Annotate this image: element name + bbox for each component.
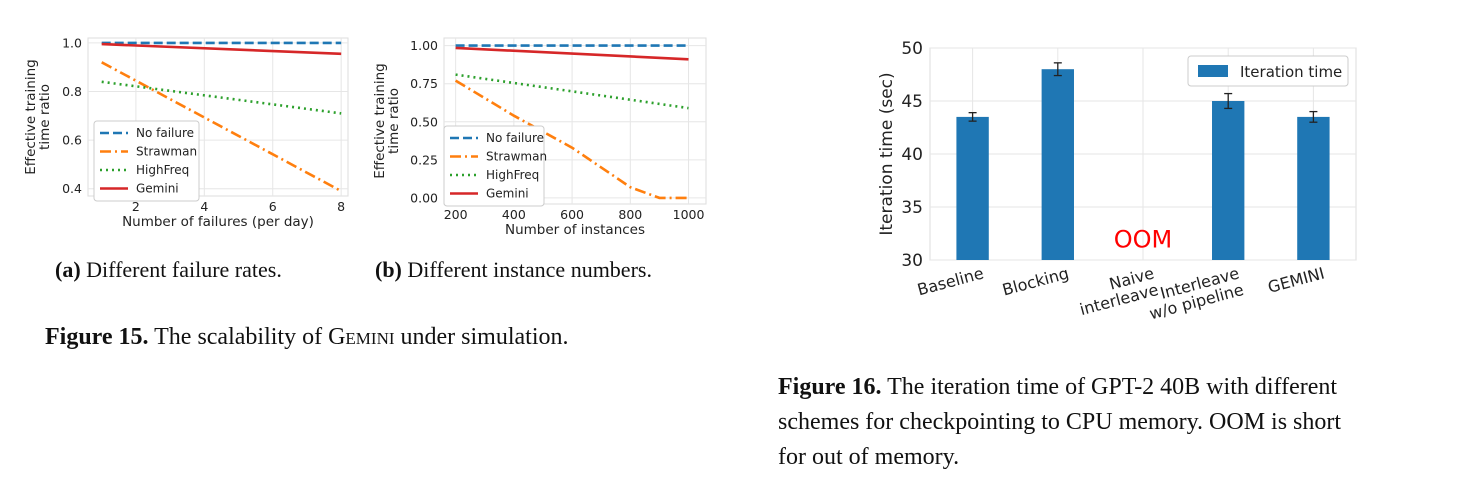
- fig16-bar-1: [1041, 69, 1074, 260]
- fig16-bar-4: [1297, 116, 1330, 261]
- figure15-text-after: under simulation.: [400, 324, 569, 350]
- fig16-x-tick-label-group: Blocking: [1000, 264, 1071, 300]
- subcaption-b-label: (b): [375, 257, 402, 282]
- fig15b-y-tick-label: 1.00: [410, 38, 438, 53]
- fig16-y-tick-label: 30: [901, 251, 923, 271]
- figure16-caption: Figure 16. The iteration time of GPT-2 4…: [778, 370, 1478, 475]
- fig15b-x-tick-label: 1000: [673, 207, 705, 222]
- fig15b-y-tick-label: 0.75: [410, 76, 438, 91]
- fig16-x-tick-label-group: GEMINI: [1266, 264, 1327, 297]
- subcaption-b: (b) Different instance numbers.: [375, 257, 652, 283]
- figure16-line2: schemes for checkpointing to CPU memory.…: [778, 409, 1342, 435]
- fig15a-y-tick-label: 0.4: [62, 181, 82, 196]
- fig15a-series-highfreq: [101, 80, 342, 115]
- fig15a-x-tick-label: 8: [337, 199, 345, 214]
- fig16-y-axis-label: Iteration time (sec): [877, 72, 897, 235]
- fig16-x-tick-label: Blocking: [1000, 264, 1071, 300]
- fig16-y-tick-label: 50: [901, 39, 923, 59]
- fig15b-x-tick-label: 600: [560, 207, 584, 222]
- subcaption-a-text: Different failure rates.: [86, 257, 282, 282]
- fig15a-y-tick-label: 1.0: [62, 35, 82, 50]
- fig16-bar-0: [956, 116, 989, 261]
- figure15-caption: Figure 15. The scalability of Gemini und…: [45, 320, 569, 355]
- fig16-bar-3: [1212, 101, 1245, 260]
- fig16-y-tick-label: 35: [901, 198, 923, 218]
- fig15b-series-gemini: [455, 46, 689, 61]
- fig16-legend-swatch: [1198, 65, 1228, 77]
- fig15a-series-strawman: [101, 61, 342, 193]
- fig15b-legend-label: HighFreq: [486, 168, 539, 182]
- figure16-line1: Figure 16. The iteration time of GPT-2 4…: [778, 370, 1478, 405]
- fig15a-y-axis-label-line2: time ratio: [37, 84, 53, 150]
- subcaption-b-text: Different instance numbers.: [407, 257, 652, 282]
- fig15a-y-tick-label: 0.6: [62, 133, 82, 148]
- fig15b-x-tick-label: 400: [502, 207, 526, 222]
- figure15-system-name: Gemini: [328, 324, 395, 350]
- fig15b-legend-box: [443, 125, 545, 207]
- fig15b-legend-label: Gemini: [486, 187, 529, 201]
- fig15b-chart: 200 400 600 800 1000 0.00 0.25 0.50 0.75 1.00 Numb…: [372, 37, 707, 238]
- fig15a-x-axis-label: Number of failures (per day): [122, 214, 314, 230]
- fig15a-legend-label: HighFreq: [136, 163, 189, 177]
- figure15-text-before: The scalability of: [154, 324, 323, 350]
- fig15b-y-axis-label-line1: Effective training: [372, 63, 388, 179]
- fig16-y-tick-label: 40: [901, 145, 923, 165]
- figure16-label: Figure 16.: [778, 374, 882, 400]
- fig15a-y-axis-label-line1: Effective training: [23, 59, 39, 175]
- fig16-chart: 30 35 40 45 50 OOM Baseline Blocking Naiveinterl…: [877, 39, 1357, 323]
- fig15a-x-tick-label: 4: [200, 199, 208, 214]
- fig15b-y-tick-label: 0.50: [410, 114, 438, 129]
- figure16-line3: for out of memory.: [778, 444, 960, 470]
- fig15b-y-axis-label-line2: time ratio: [386, 88, 402, 154]
- fig15b-series-strawman: [454, 79, 689, 200]
- subcaption-a-label: (a): [55, 257, 81, 282]
- fig15b-y-tick-label: 0.25: [410, 152, 438, 167]
- fig16-y-tick-label: 45: [901, 92, 923, 112]
- fig16-legend-box: [1187, 55, 1349, 87]
- fig15a-series-gemini: [101, 42, 342, 56]
- fig15a-legend-box: [93, 120, 200, 202]
- fig15a-x-tick-label: 6: [269, 199, 277, 214]
- fig15b-legend-label: No failure: [486, 131, 544, 145]
- fig15a-chart: 2 4 6 8 0.4 0.6 0.8 1.0 Number of failures (per …: [23, 35, 349, 230]
- fig15b-x-tick-label: 800: [618, 207, 642, 222]
- fig16-legend-label: Iteration time: [1240, 63, 1342, 81]
- figure16-line1-text: The iteration time of GPT-2 40B with dif…: [887, 374, 1338, 400]
- figure15-label: Figure 15.: [45, 324, 149, 350]
- fig16-x-tick-label: Baseline: [915, 264, 985, 300]
- fig15b-x-axis-label: Number of instances: [505, 222, 645, 238]
- fig15b-x-tick-label: 200: [444, 207, 468, 222]
- fig15a-legend-label: No failure: [136, 126, 194, 140]
- fig15a-x-tick-label: 2: [132, 199, 140, 214]
- fig16-x-tick-label: GEMINI: [1266, 264, 1327, 297]
- fig15a-legend-label: Strawman: [136, 145, 197, 159]
- fig15a-y-tick-label: 0.8: [62, 84, 82, 99]
- fig15a-legend-label: Gemini: [136, 182, 179, 196]
- subcaption-a: (a) Different failure rates.: [55, 257, 282, 283]
- fig16-annotation-oom: OOM: [1114, 225, 1173, 253]
- fig15b-legend-label: Strawman: [486, 150, 547, 164]
- fig16-x-tick-label-group: Baseline: [915, 264, 985, 300]
- fig15b-y-tick-label: 0.00: [410, 190, 438, 205]
